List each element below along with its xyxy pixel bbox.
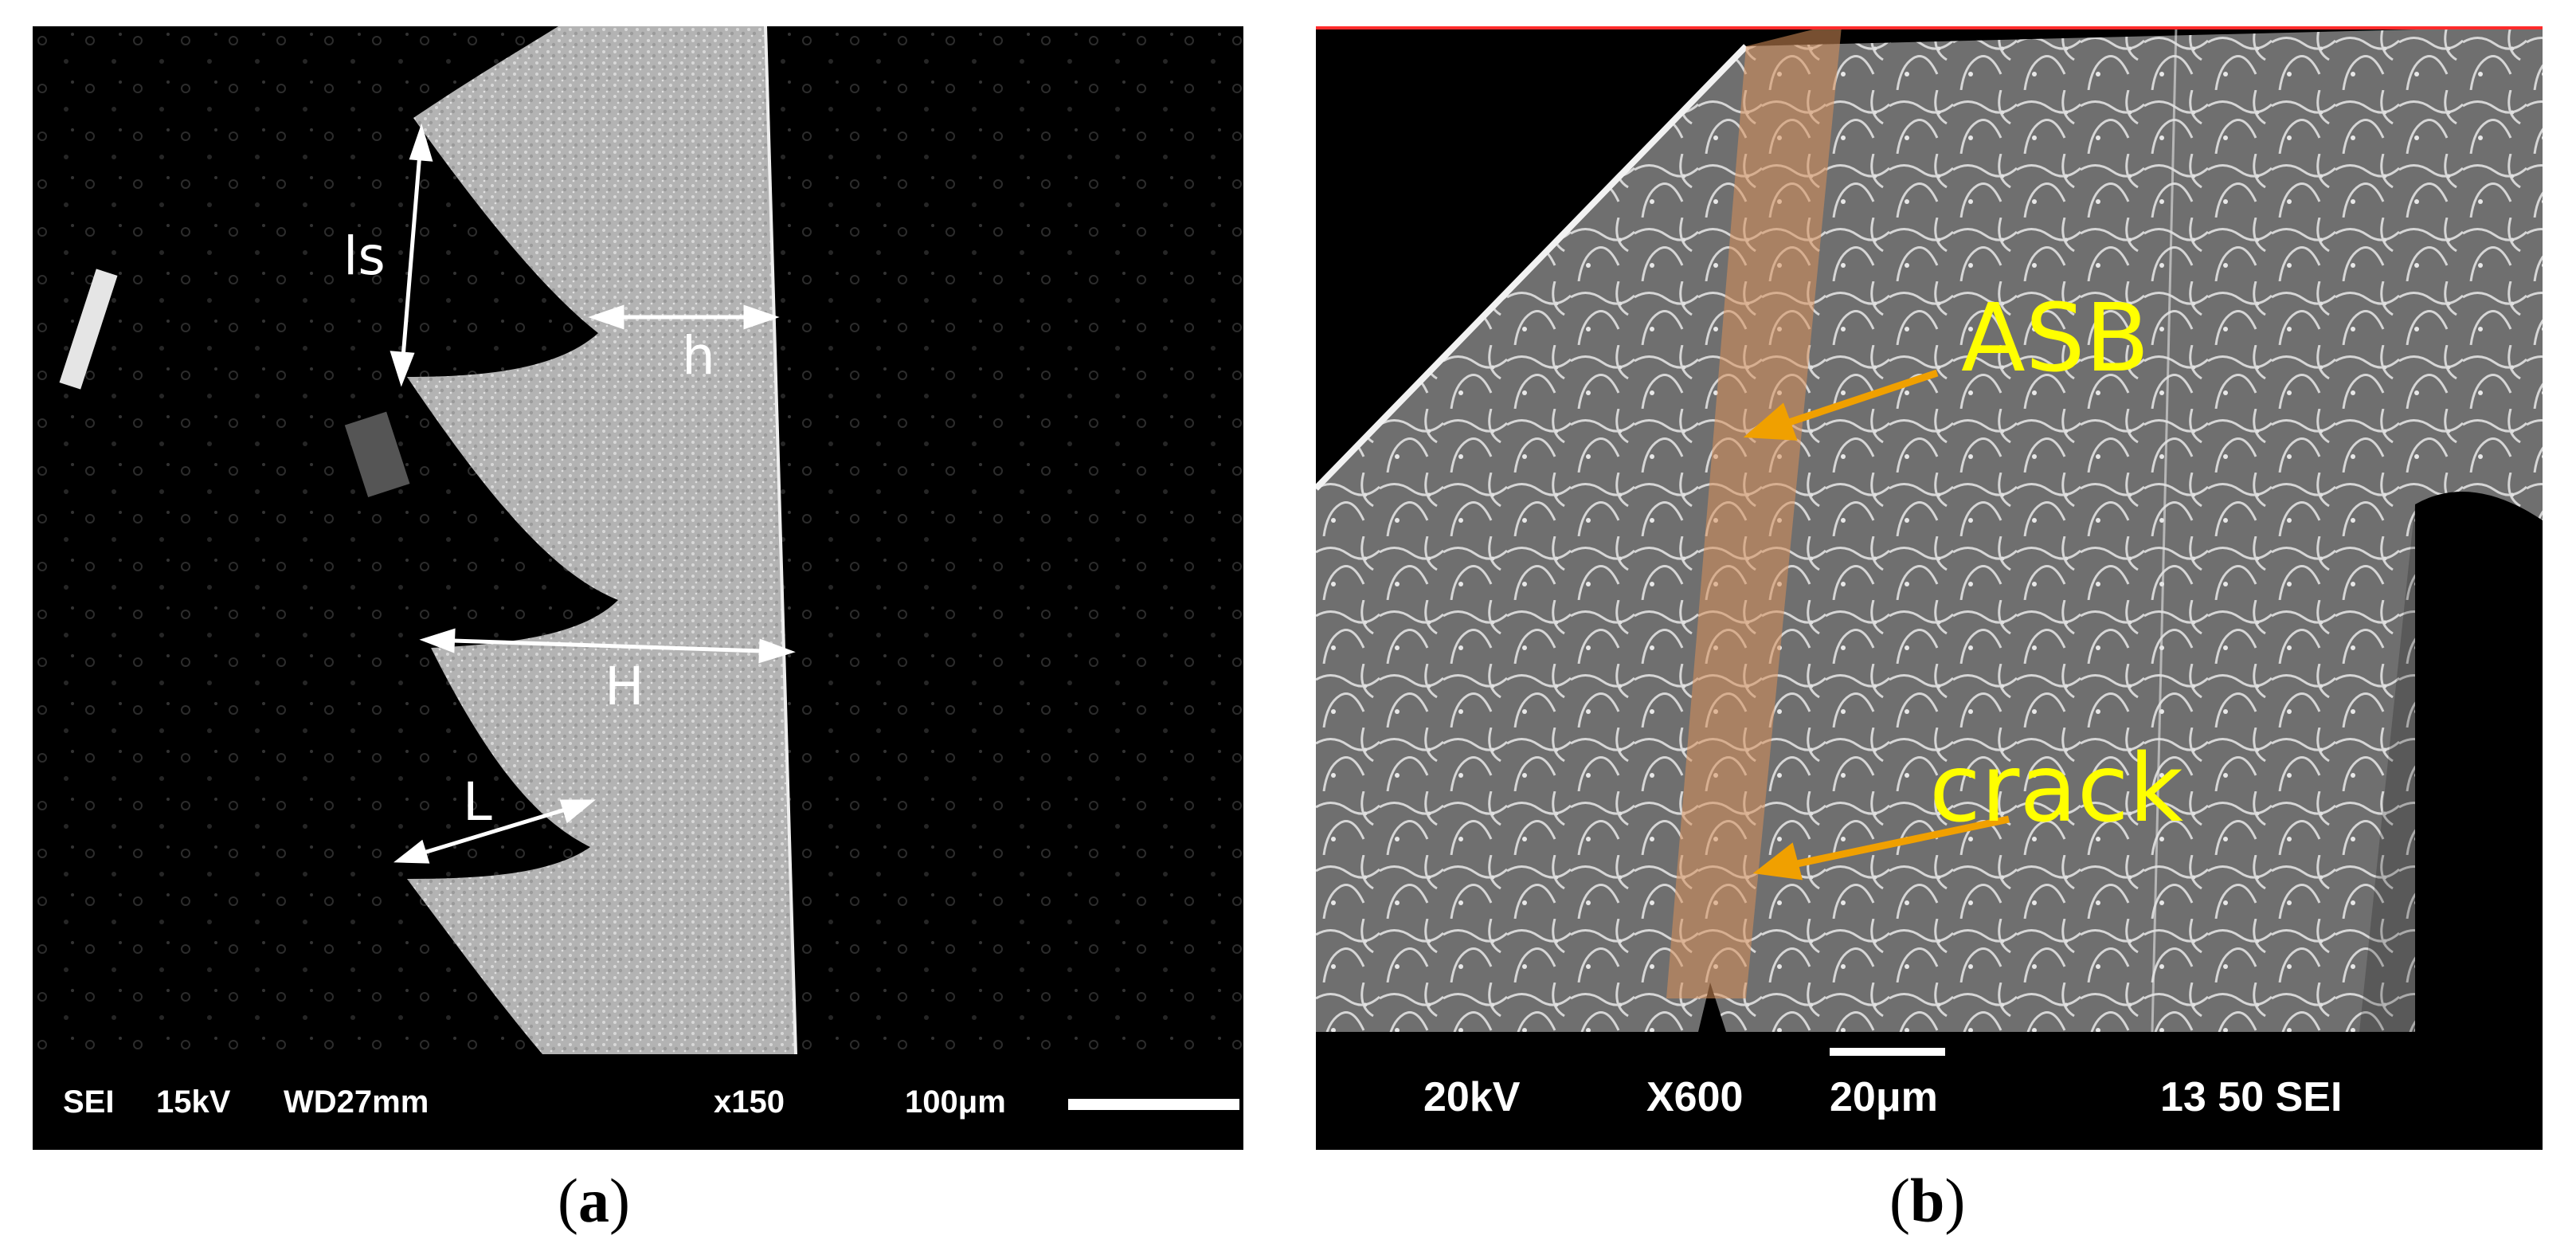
L-label: L (463, 771, 492, 833)
scale-bar (1068, 1099, 1239, 1110)
scale-text: 100μm (905, 1084, 1006, 1120)
crack-label: crack (1929, 733, 2183, 843)
L-dimension-line (402, 801, 587, 861)
H-dimension-line (429, 637, 786, 654)
voltage-text: 20kV (1423, 1074, 1521, 1120)
scale-bar (1830, 1048, 1945, 1056)
working-distance-text: WD27mm (284, 1084, 429, 1120)
crack-notch (1698, 982, 1726, 1032)
sawtooth-micrograph (33, 26, 1243, 1150)
chip-region (1316, 26, 2543, 1032)
asb-label: ASB (1961, 283, 2150, 393)
asb-arrow (1768, 369, 1939, 433)
crack-arrow (1781, 815, 2010, 871)
ls-label: ls (343, 226, 386, 287)
sem-image-a: ls h H L SEI 15kV WD27mm x150 100μm (33, 26, 1243, 1150)
voltage-text: 15kV (156, 1084, 231, 1120)
asb-band (1666, 26, 1842, 998)
H-label: H (605, 656, 644, 717)
sem-info-bar-b: 20kV X600 20μm 13 50 SEI (1316, 1032, 2543, 1150)
magnification-text: X600 (1646, 1074, 1744, 1120)
mode-text: SEI (63, 1084, 115, 1120)
caption-a: (a) (558, 1166, 630, 1235)
sem-image-b: ASB crack 20kV X600 20μm 13 50 SEI (1316, 26, 2543, 1150)
magnification-text: x150 (714, 1084, 785, 1120)
ls-dimension-line (399, 133, 424, 378)
asb-micrograph (1316, 26, 2543, 1150)
chip-body (407, 26, 796, 1054)
image-id-text: 13 50 SEI (2160, 1074, 2343, 1120)
scale-text: 20μm (1830, 1074, 1938, 1120)
caption-b: (b) (1889, 1166, 1966, 1235)
h-label: h (682, 325, 715, 386)
sem-info-bar-a: SEI 15kV WD27mm x150 100μm (33, 1054, 1243, 1150)
